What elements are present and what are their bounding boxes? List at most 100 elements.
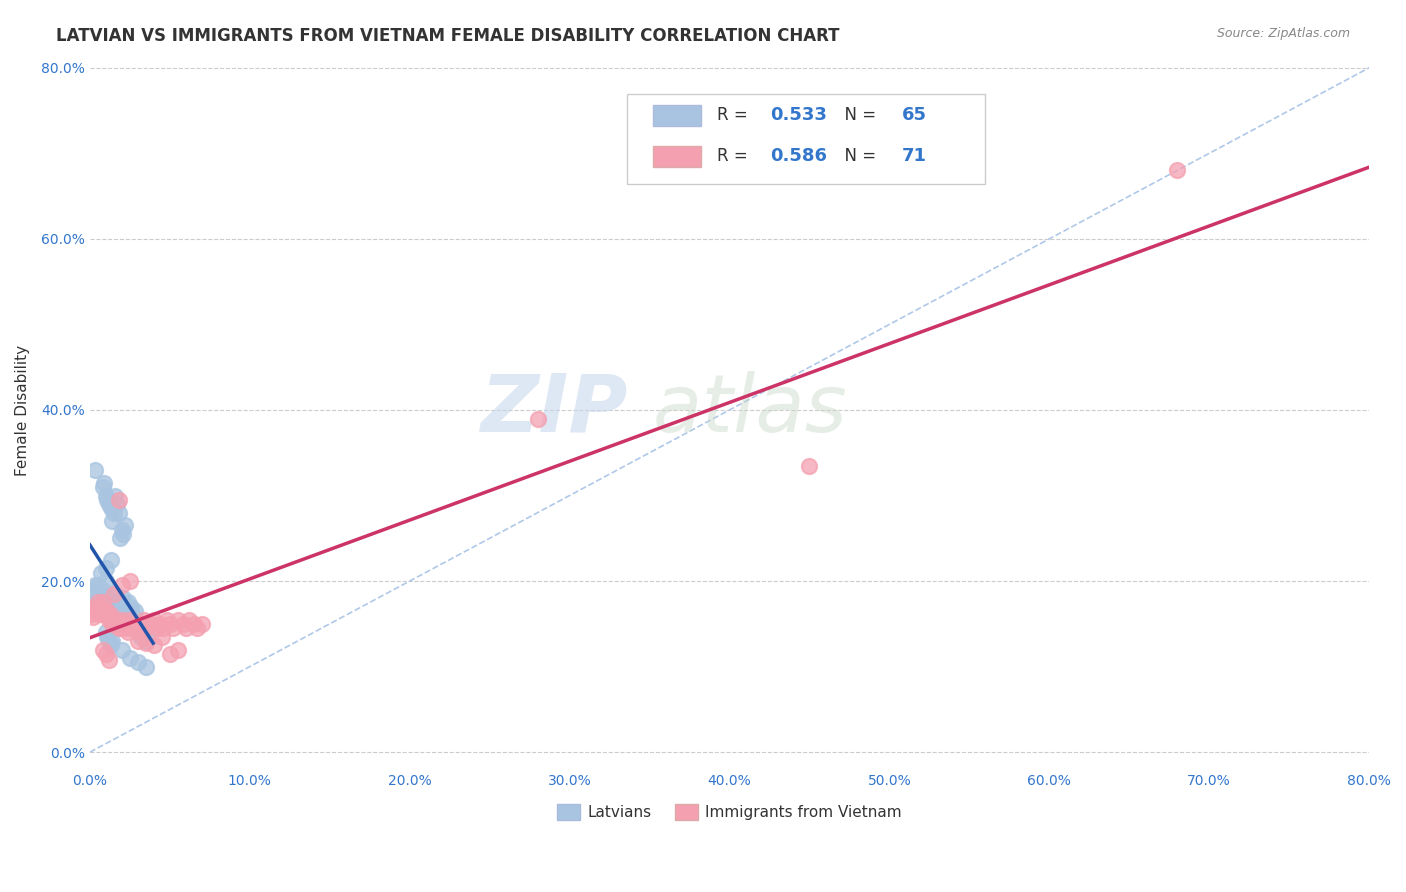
Point (103, 595, 125, 609)
Point (104, 587, 127, 601)
Point (142, 613, 165, 627)
Point (90, 599, 112, 614)
Point (166, 642, 188, 657)
Point (114, 604, 136, 618)
Point (111, 578, 134, 592)
Point (117, 625, 139, 640)
Point (90, 566, 112, 580)
Y-axis label: Female Disability: Female Disability (15, 344, 30, 475)
Point (89, 607, 111, 621)
Point (105, 497, 128, 511)
Point (101, 634, 124, 648)
Point (118, 613, 141, 627)
Point (107, 599, 129, 614)
Text: LATVIAN VS IMMIGRANTS FROM VIETNAM FEMALE DISABILITY CORRELATION CHART: LATVIAN VS IMMIGRANTS FROM VIETNAM FEMAL… (56, 27, 839, 45)
Point (155, 613, 177, 627)
Point (94, 561, 117, 575)
Point (101, 616, 124, 631)
Point (159, 647, 181, 661)
Point (80, 607, 103, 621)
Point (104, 489, 127, 503)
Point (526, 411, 548, 425)
Point (96, 630, 118, 644)
Point (103, 613, 125, 627)
Text: ZIP: ZIP (479, 371, 627, 449)
Point (129, 630, 152, 644)
Point (127, 634, 149, 648)
Point (87, 591, 110, 606)
Point (94, 574, 117, 588)
Point (172, 616, 194, 631)
Point (83, 578, 105, 592)
Text: 0.533: 0.533 (770, 106, 827, 124)
Legend: Latvians, Immigrants from Vietnam: Latvians, Immigrants from Vietnam (551, 798, 908, 826)
Point (98, 653, 121, 667)
Text: R =: R = (717, 106, 752, 124)
Point (91, 642, 114, 657)
Point (111, 642, 134, 657)
Point (149, 616, 172, 631)
Point (111, 595, 134, 609)
Point (146, 621, 169, 635)
Point (112, 527, 135, 541)
Point (136, 630, 159, 644)
Point (124, 621, 146, 635)
Point (114, 518, 136, 533)
Point (112, 613, 135, 627)
Point (103, 506, 125, 520)
Point (100, 608, 122, 623)
Point (100, 638, 122, 652)
Point (96, 604, 118, 618)
Point (191, 616, 214, 631)
Point (131, 621, 153, 635)
Point (96, 492, 118, 507)
Point (105, 604, 128, 618)
Text: 65: 65 (903, 106, 927, 124)
Point (110, 608, 132, 623)
Point (128, 625, 150, 640)
Point (103, 587, 125, 601)
Point (100, 501, 122, 516)
Point (111, 621, 134, 635)
Point (127, 656, 149, 670)
Point (150, 630, 173, 644)
Point (89, 587, 111, 601)
Point (122, 608, 145, 623)
Point (91, 582, 114, 597)
Point (799, 458, 821, 473)
Point (186, 621, 208, 635)
Point (135, 659, 157, 673)
Point (118, 651, 141, 665)
Point (94, 608, 117, 623)
Point (94, 647, 117, 661)
Text: 71: 71 (903, 147, 927, 165)
Text: 0.586: 0.586 (770, 147, 827, 165)
Point (183, 616, 205, 631)
Point (107, 613, 129, 627)
Point (104, 616, 127, 631)
Point (114, 616, 136, 631)
Point (127, 621, 149, 635)
Point (105, 613, 128, 627)
Point (174, 621, 197, 635)
Point (131, 621, 153, 635)
Point (135, 634, 157, 648)
Point (115, 608, 138, 623)
Point (87, 578, 110, 592)
Point (134, 613, 156, 627)
Point (124, 604, 146, 618)
Point (110, 616, 132, 631)
Point (162, 621, 184, 635)
Point (120, 621, 142, 635)
Point (101, 514, 124, 528)
Point (118, 574, 141, 588)
Text: N =: N = (834, 147, 882, 165)
Point (117, 595, 139, 609)
Text: R =: R = (717, 147, 752, 165)
Point (91, 480, 114, 494)
Point (87, 595, 110, 609)
Point (134, 625, 156, 640)
Point (98, 604, 121, 618)
Point (91, 595, 114, 609)
Point (82, 582, 104, 597)
